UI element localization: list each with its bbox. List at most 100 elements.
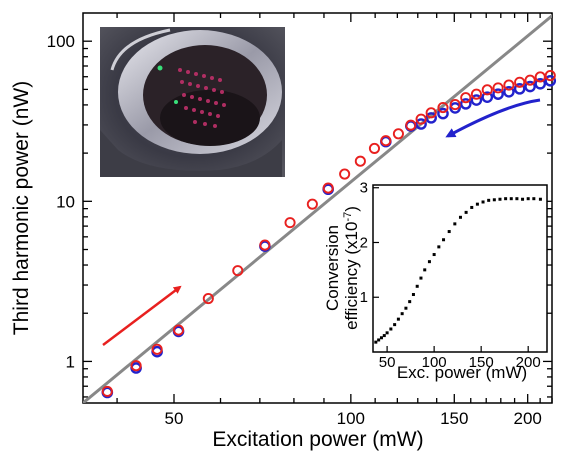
inset-data-point bbox=[411, 293, 415, 297]
inset-data-point bbox=[415, 284, 419, 288]
inset-data-point bbox=[447, 230, 451, 234]
inset-data-point bbox=[427, 260, 431, 264]
inset-data-point bbox=[404, 306, 408, 310]
inset-plot-frame bbox=[372, 184, 548, 353]
red-data-point bbox=[460, 92, 472, 104]
red-data-point bbox=[437, 102, 449, 114]
x-tick-label: 150 bbox=[440, 409, 468, 428]
inset-tick-labels: 50 100 150 200 1 2 3 bbox=[360, 180, 541, 371]
blue-data-point bbox=[524, 80, 536, 93]
red-data-point bbox=[524, 74, 536, 86]
inset-data-point bbox=[389, 327, 393, 331]
blue-data-point bbox=[459, 98, 472, 110]
inset-data-point bbox=[437, 245, 441, 249]
blue-data-point bbox=[470, 94, 483, 106]
red-data-point bbox=[151, 343, 163, 355]
decreasing-power-arrow bbox=[445, 98, 541, 138]
red-data-point bbox=[481, 84, 493, 96]
y-axis-title: Third harmonic power (nW) bbox=[10, 81, 33, 335]
red-data-point bbox=[380, 135, 392, 147]
red-data-point bbox=[449, 99, 461, 111]
inset-x-tick-label: 200 bbox=[516, 354, 541, 371]
inset-data-point bbox=[400, 312, 404, 316]
inset-data-point bbox=[432, 253, 436, 257]
blue-data-point bbox=[437, 107, 449, 120]
inset-data-point bbox=[464, 210, 468, 214]
inset-data-point bbox=[453, 222, 457, 226]
blue-data-point bbox=[449, 102, 461, 114]
inset-data-point bbox=[538, 197, 542, 201]
photo-inset bbox=[100, 27, 285, 177]
inset-data-point bbox=[504, 197, 508, 201]
inset-data-points bbox=[374, 197, 542, 344]
inset-data-point bbox=[526, 197, 530, 201]
red-data-point bbox=[101, 385, 113, 397]
y-tick-label: 100 bbox=[47, 32, 75, 51]
blue-data-point bbox=[425, 112, 437, 124]
blue-data-point bbox=[503, 86, 515, 98]
y-tick-label: 10 bbox=[56, 192, 75, 211]
red-data-point bbox=[306, 198, 318, 210]
red-data-point bbox=[339, 168, 351, 180]
blue-data-point bbox=[544, 74, 557, 87]
inset-data-point bbox=[458, 215, 462, 219]
inset-x-axis-title: Exc. power (mW) bbox=[397, 363, 527, 382]
red-data-point bbox=[405, 119, 417, 131]
main-data-points bbox=[101, 70, 557, 399]
red-data-point bbox=[392, 128, 404, 140]
red-data-point bbox=[492, 82, 504, 94]
inset-data-point bbox=[393, 323, 397, 327]
inset-data-point bbox=[521, 197, 525, 201]
efficiency-inset: 50 100 150 200 1 2 3 Exc. power (mW) Conversio… bbox=[323, 180, 548, 382]
red-data-point bbox=[130, 360, 142, 372]
inset-y-axis-title-line2: efficiency (x10-7) bbox=[342, 206, 361, 330]
inset-data-point bbox=[481, 200, 485, 204]
red-data-point bbox=[514, 76, 526, 88]
red-data-point bbox=[503, 79, 515, 91]
inset-data-point bbox=[442, 238, 446, 242]
inset-data-point bbox=[379, 336, 383, 340]
inset-data-point bbox=[470, 205, 474, 209]
red-data-point bbox=[202, 293, 214, 305]
red-data-point bbox=[172, 324, 185, 336]
inset-axis-ticks bbox=[373, 187, 529, 352]
inset-y-tick-label: 2 bbox=[360, 234, 368, 251]
inset-data-point bbox=[509, 197, 513, 201]
inset-data-point bbox=[385, 331, 389, 335]
inset-data-point bbox=[515, 197, 519, 201]
red-data-point bbox=[470, 88, 482, 100]
inset-data-point bbox=[396, 317, 400, 321]
inset-data-point bbox=[377, 338, 381, 342]
red-data-point bbox=[368, 142, 381, 154]
inset-data-point bbox=[408, 300, 412, 304]
inset-data-point bbox=[419, 276, 423, 280]
inset-data-point bbox=[492, 198, 496, 202]
red-data-point bbox=[544, 70, 556, 82]
x-tick-label: 50 bbox=[165, 409, 184, 428]
x-tick-label: 200 bbox=[513, 409, 541, 428]
inset-data-point bbox=[532, 197, 536, 201]
red-data-point bbox=[232, 265, 244, 277]
red-data-point bbox=[534, 71, 546, 83]
fit-line bbox=[83, 13, 552, 403]
inset-data-point bbox=[423, 268, 427, 272]
red-data-point bbox=[322, 182, 334, 194]
red-data-point bbox=[354, 155, 366, 167]
inset-data-point bbox=[374, 340, 378, 344]
inset-data-point bbox=[487, 198, 491, 202]
red-data-point bbox=[284, 217, 296, 229]
inset-x-tick-label: 50 bbox=[379, 354, 396, 371]
inset-y-axis-title-line1: Conversion bbox=[323, 225, 342, 311]
main-axis-ticks bbox=[83, 13, 553, 403]
blue-data-point bbox=[481, 91, 494, 103]
x-axis-title: Excitation power (mW) bbox=[212, 428, 423, 451]
inset-y-tick-label: 1 bbox=[360, 289, 368, 306]
y-tick-label: 1 bbox=[66, 352, 75, 371]
blue-data-point bbox=[492, 88, 504, 100]
inset-x-tick-label: 150 bbox=[469, 354, 494, 371]
increasing-power-arrow bbox=[102, 285, 182, 346]
inset-data-point bbox=[475, 202, 479, 206]
inset-data-point bbox=[382, 334, 386, 338]
